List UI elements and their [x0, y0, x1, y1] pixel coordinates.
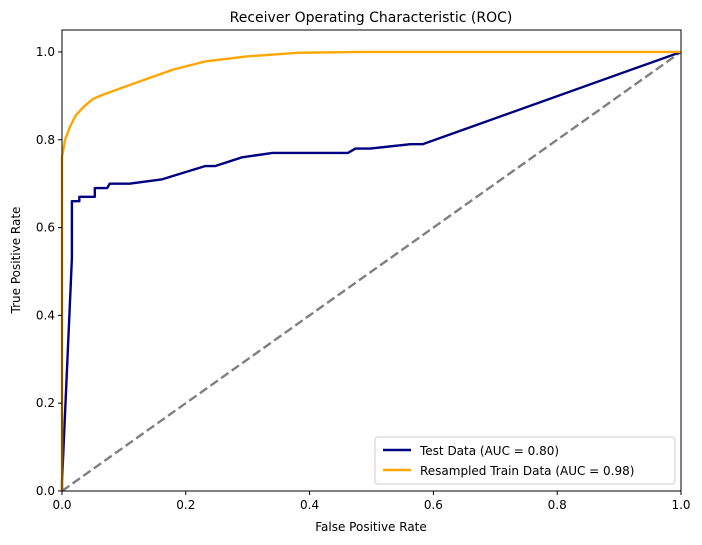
x-axis-label: False Positive Rate — [315, 520, 427, 534]
test-data-line — [60, 50, 682, 491]
y-tick-label: 1.0 — [36, 45, 55, 59]
y-tick-label: 0.0 — [36, 484, 55, 498]
x-tick-label: 0.8 — [548, 498, 567, 512]
x-tick-label: 1.0 — [671, 498, 690, 512]
x-tick-label: 0.6 — [424, 498, 443, 512]
plot-area — [60, 50, 682, 492]
axis-ticks: 0.0 0.2 0.4 0.6 0.8 1.0 0.0 0.2 0.4 0.6 0.8 1.0 — [36, 45, 691, 512]
legend-label-test: Test Data (AUC = 0.80) — [419, 444, 559, 458]
legend: Test Data (AUC = 0.80) Resampled Train D… — [374, 436, 676, 485]
resampled-train-line — [60, 50, 681, 491]
chance-diagonal-line — [61, 50, 682, 492]
y-tick-label: 0.4 — [36, 308, 55, 322]
y-tick-label: 0.2 — [36, 396, 55, 410]
x-tick-label: 0.4 — [300, 498, 319, 512]
legend-box — [374, 436, 676, 485]
plot-frame — [61, 29, 682, 492]
legend-label-train: Resampled Train Data (AUC = 0.98) — [420, 464, 634, 478]
y-tick-label: 0.6 — [36, 221, 55, 235]
x-tick-label: 0.2 — [176, 498, 195, 512]
chart-title: Receiver Operating Characteristic (ROC) — [230, 10, 513, 26]
y-tick-label: 0.8 — [36, 133, 55, 147]
y-axis-label: True Positive Rate — [9, 207, 23, 315]
x-tick-label: 0.0 — [52, 498, 71, 512]
